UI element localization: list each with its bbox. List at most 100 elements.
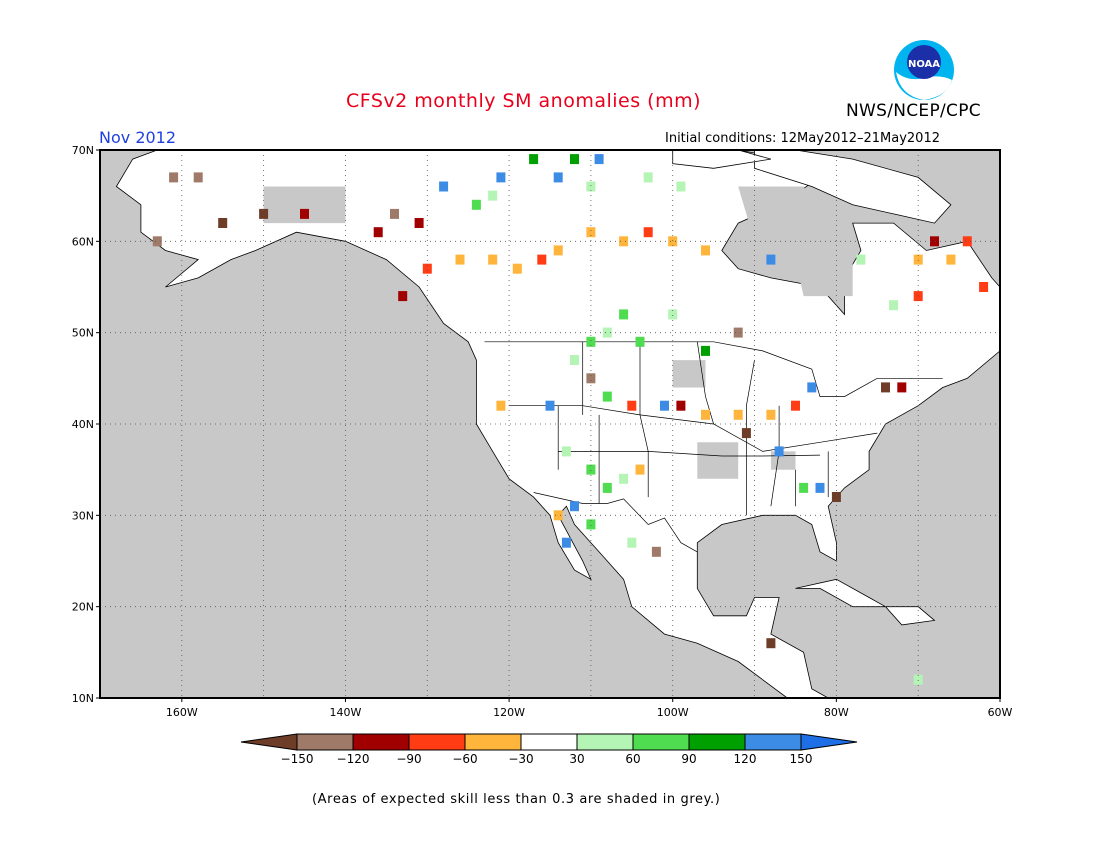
anomaly-cell bbox=[930, 236, 939, 247]
lon-tick-label: 120W bbox=[493, 706, 525, 719]
anomaly-cell bbox=[733, 409, 743, 420]
anomaly-cell bbox=[799, 482, 809, 493]
legend-swatch bbox=[688, 733, 746, 751]
legend-swatch bbox=[520, 733, 578, 751]
anomaly-cell bbox=[815, 482, 825, 493]
anomaly-cell bbox=[643, 227, 653, 238]
legend-swatch bbox=[744, 733, 802, 751]
low-skill-area bbox=[263, 186, 346, 224]
legend-label: 150 bbox=[790, 752, 813, 766]
anomaly-cell bbox=[733, 327, 743, 338]
political-boundary bbox=[696, 341, 714, 425]
low-skill-area bbox=[697, 442, 739, 479]
anomaly-cell bbox=[259, 208, 269, 219]
anomaly-cell bbox=[962, 236, 972, 247]
legend-swatch-arrow-low bbox=[240, 733, 298, 751]
anomaly-cell bbox=[766, 409, 776, 420]
anomaly-cell bbox=[553, 172, 563, 183]
anomaly-cell bbox=[218, 218, 228, 228]
anomaly-cell bbox=[635, 464, 645, 475]
lat-tick-label: 50N bbox=[72, 327, 94, 340]
logo-text: NOAA bbox=[908, 59, 940, 70]
political-boundary bbox=[484, 341, 943, 397]
chart-title: CFSv2 monthly SM anomalies (mm) bbox=[346, 90, 702, 112]
lat-tick-label: 10N bbox=[72, 692, 94, 705]
anomaly-cell bbox=[766, 254, 776, 265]
legend-swatch-arrow-high bbox=[800, 733, 858, 751]
anomaly-cell bbox=[619, 236, 629, 247]
anomaly-cell bbox=[561, 446, 571, 457]
political-boundary bbox=[558, 451, 821, 457]
anomaly-cell bbox=[586, 181, 596, 192]
anomaly-cell bbox=[300, 208, 309, 219]
anomaly-cell bbox=[807, 382, 817, 393]
lat-tick-label: 30N bbox=[72, 509, 94, 522]
anomaly-cell bbox=[946, 254, 956, 265]
land-layer bbox=[115, 150, 1000, 698]
legend-label: 90 bbox=[681, 752, 696, 766]
anomaly-cell bbox=[537, 254, 547, 265]
anomaly-cell bbox=[791, 400, 800, 411]
lon-tick-label: 60W bbox=[988, 706, 1013, 719]
anomaly-cell bbox=[586, 373, 596, 384]
legend-swatch bbox=[352, 733, 410, 751]
legend-label: −30 bbox=[508, 752, 533, 766]
anomaly-cell bbox=[471, 199, 481, 210]
anomaly-cell bbox=[856, 254, 866, 265]
anomaly-cell bbox=[701, 245, 710, 256]
anomaly-cell bbox=[373, 227, 383, 238]
skill-footnote: (Areas of expected skill less than 0.3 a… bbox=[312, 792, 721, 807]
anomaly-cell bbox=[553, 245, 563, 256]
anomaly-cell bbox=[553, 510, 563, 521]
anomaly-cell bbox=[390, 208, 399, 219]
anomaly-cell bbox=[831, 492, 841, 502]
anomaly-cell bbox=[668, 309, 678, 320]
anomaly-cell bbox=[766, 638, 776, 649]
anomaly-cell bbox=[774, 446, 784, 457]
anomaly-cell bbox=[676, 181, 686, 192]
legend-label: −60 bbox=[452, 752, 477, 766]
anomaly-cell bbox=[496, 400, 506, 411]
anomaly-cell bbox=[701, 345, 710, 356]
low-skill-area bbox=[672, 360, 706, 388]
lon-tick-label: 140W bbox=[330, 706, 362, 719]
anomaly-cell bbox=[627, 537, 637, 548]
anomaly-cell bbox=[570, 154, 579, 165]
anomaly-cell bbox=[586, 464, 596, 475]
legend-swatch bbox=[632, 733, 690, 751]
org-label: NWS/NCEP/CPC bbox=[846, 101, 981, 121]
anomaly-cell bbox=[439, 181, 449, 192]
lat-tick-label: 40N bbox=[72, 418, 94, 431]
valid-month-label: Nov 2012 bbox=[99, 128, 177, 147]
anomaly-cell bbox=[979, 282, 989, 292]
legend-swatch bbox=[464, 733, 522, 751]
anomaly-cell bbox=[193, 172, 203, 183]
legend-swatch bbox=[408, 733, 466, 751]
anomaly-cell bbox=[586, 519, 596, 530]
anomaly-cell bbox=[512, 263, 522, 274]
initial-conditions-label: Initial conditions: 12May2012–21May2012 bbox=[665, 131, 940, 146]
anomaly-cell bbox=[889, 300, 899, 311]
logo-inner-circle bbox=[907, 45, 941, 79]
anomaly-cell bbox=[570, 501, 579, 512]
lat-tick-label: 60N bbox=[72, 235, 94, 248]
anomaly-cell bbox=[897, 382, 907, 393]
anomaly-cell bbox=[913, 291, 923, 302]
noaa-logo: NOAA bbox=[894, 40, 954, 100]
anomaly-cell bbox=[586, 227, 596, 238]
anomaly-cell bbox=[651, 546, 661, 557]
low-skill-area bbox=[738, 186, 820, 242]
anomaly-cell bbox=[635, 336, 645, 347]
anomaly-cell bbox=[496, 172, 506, 183]
anomaly-cell bbox=[660, 400, 669, 411]
hispaniola-island bbox=[884, 606, 936, 626]
anomaly-cell bbox=[545, 400, 555, 411]
legend-label: −90 bbox=[396, 752, 421, 766]
anomaly-cell bbox=[619, 473, 629, 484]
political-boundary bbox=[746, 360, 755, 516]
logo-seagull-wing bbox=[896, 72, 952, 100]
anomaly-cell bbox=[643, 172, 653, 183]
legend-label: −120 bbox=[337, 752, 370, 766]
